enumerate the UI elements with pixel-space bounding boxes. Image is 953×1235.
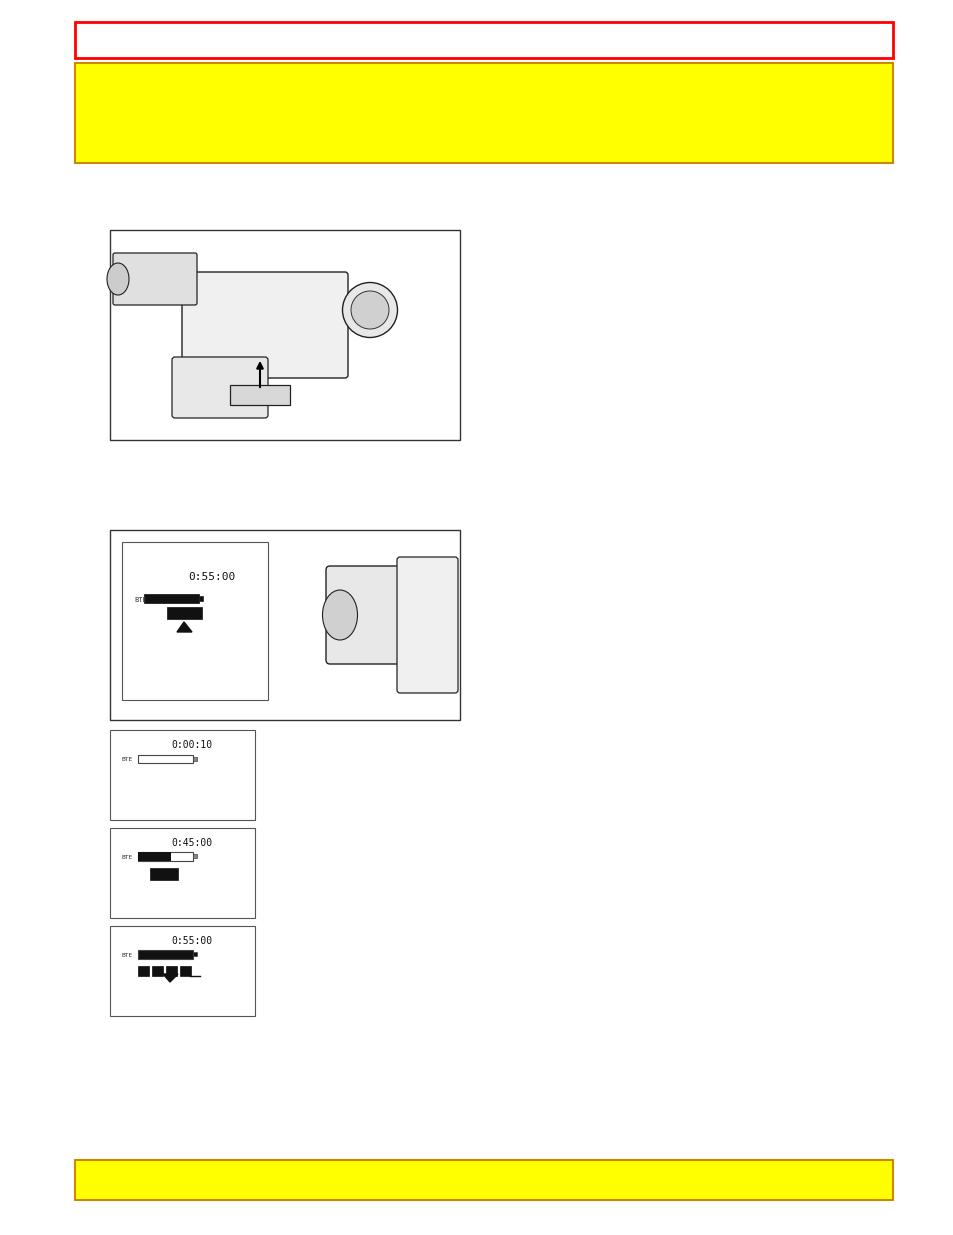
Bar [193,757,196,761]
Text: BTE: BTE [133,597,147,603]
Ellipse shape [322,590,357,640]
Text: 0:55:00: 0:55:00 [188,572,235,582]
Bar [193,853,196,858]
FancyBboxPatch shape [182,272,348,378]
Bar [110,926,254,1016]
Bar [110,827,254,918]
Bar [110,230,459,440]
Bar [75,63,892,163]
Ellipse shape [351,291,389,329]
Bar [122,542,268,700]
Bar [138,852,171,861]
Bar [167,606,202,619]
Text: BTE: BTE [122,757,133,762]
Bar [230,385,290,405]
Ellipse shape [342,283,397,337]
Bar [180,966,191,976]
Bar [75,22,892,58]
FancyBboxPatch shape [112,253,196,305]
FancyBboxPatch shape [172,357,268,417]
Bar [110,730,254,820]
Bar [110,530,459,720]
Bar [138,966,149,976]
Text: 0:55:00: 0:55:00 [172,936,213,946]
Bar [193,952,196,956]
Polygon shape [177,622,192,632]
Bar [75,1160,892,1200]
FancyBboxPatch shape [396,557,457,693]
Bar [199,597,203,601]
Text: 0:00:10: 0:00:10 [172,740,213,750]
Polygon shape [163,974,178,982]
Bar [138,950,193,960]
Ellipse shape [107,263,129,295]
Bar [150,868,178,881]
Text: BTE: BTE [122,856,133,861]
Bar [144,594,199,603]
FancyBboxPatch shape [326,566,429,664]
Bar [152,966,163,976]
Bar [138,755,193,763]
Bar [166,966,177,976]
Text: BTE: BTE [122,953,133,958]
Bar [138,852,193,861]
Text: 0:45:00: 0:45:00 [172,839,213,848]
